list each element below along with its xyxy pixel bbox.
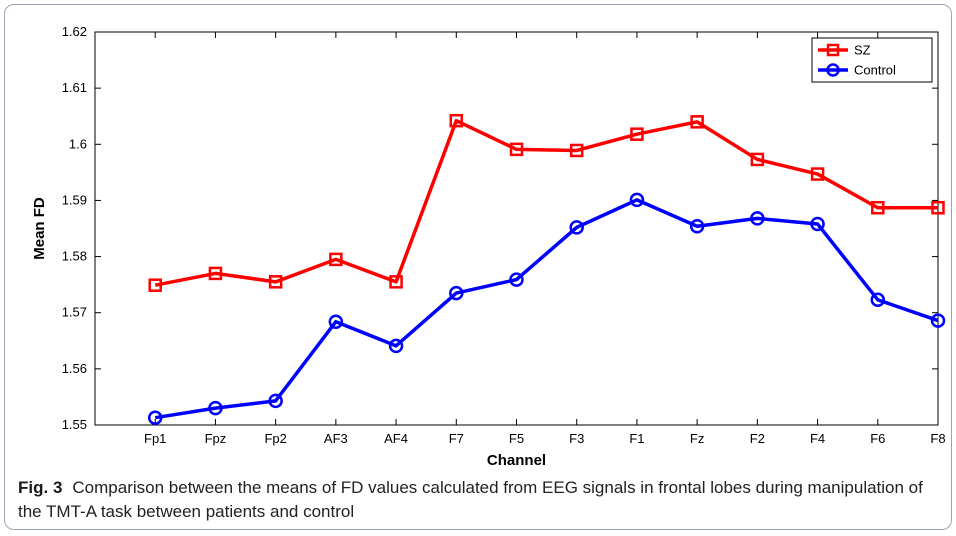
data-point-sz <box>208 266 223 281</box>
x-tick-label: Fpz <box>205 431 227 446</box>
y-tick-label: 1.6 <box>69 136 87 151</box>
y-axis-title: Mean FD <box>31 197 48 260</box>
data-point-control <box>328 314 344 329</box>
line-chart: 1.55 1.56 1.57 1.58 1.59 1.6 1.61 1.62 Fp1 Fpz Fp2… <box>31 24 946 469</box>
x-tick-label: AF4 <box>384 431 408 446</box>
data-point-sz <box>268 275 283 289</box>
data-point-sz <box>509 142 524 157</box>
x-tick-label: Fp1 <box>144 431 166 446</box>
data-point-control <box>750 211 765 226</box>
figure-caption: Fig. 3 Comparison between the means of FD… <box>18 476 938 524</box>
data-point-control <box>268 393 283 409</box>
series-line-sz <box>154 118 938 287</box>
data-point-sz <box>931 200 945 215</box>
x-tick-label: F8 <box>930 431 945 446</box>
x-axis-title: Channel <box>487 452 546 469</box>
legend-label: Control <box>854 63 896 78</box>
data-point-sz <box>569 143 584 158</box>
data-point-control <box>509 272 524 287</box>
x-tick-label: F2 <box>750 431 765 446</box>
data-point-sz <box>871 200 885 215</box>
series-control <box>147 192 946 425</box>
data-point-control <box>569 220 584 235</box>
data-point-control <box>689 219 705 234</box>
data-point-sz <box>449 113 464 128</box>
x-tick-label: F7 <box>449 431 464 446</box>
series-line-control <box>154 198 939 420</box>
data-point-sz <box>329 252 343 267</box>
y-tick-label: 1.58 <box>62 249 87 264</box>
legend-swatch-marker <box>826 63 840 77</box>
data-point-sz <box>810 167 825 181</box>
y-tick-label: 1.61 <box>62 80 87 95</box>
data-point-control <box>449 285 464 301</box>
data-point-control <box>810 216 825 232</box>
data-point-control <box>870 292 886 308</box>
data-point-control <box>147 410 163 425</box>
y-tick-label: 1.59 <box>62 192 87 207</box>
legend-label: SZ <box>854 43 871 58</box>
y-tick-label: 1.56 <box>62 361 87 376</box>
caption-text: Comparison between the means of FD value… <box>18 478 923 521</box>
data-point-sz <box>750 152 765 167</box>
x-tick-label: Fz <box>690 431 704 446</box>
legend: SZ Control <box>811 37 933 83</box>
series-sz <box>148 113 945 292</box>
caption-label: Fig. 3 <box>18 478 63 497</box>
figure-frame <box>4 4 952 530</box>
data-point-sz <box>148 278 162 292</box>
x-tick-label: F6 <box>870 431 885 446</box>
x-tick-label: F4 <box>810 431 825 446</box>
y-tick-label: 1.57 <box>62 305 87 320</box>
x-tick-label: F3 <box>569 431 584 446</box>
data-point-sz <box>690 115 704 129</box>
legend-swatch-marker <box>826 43 840 57</box>
data-point-sz <box>630 127 644 141</box>
data-point-control <box>388 338 404 354</box>
y-tick-label: 1.55 <box>62 417 87 432</box>
data-point-sz <box>389 275 403 289</box>
data-point-control <box>208 400 223 416</box>
x-tick-label: F5 <box>509 431 524 446</box>
y-tick-label: 1.62 <box>62 24 87 39</box>
x-tick-label: Fp2 <box>264 431 286 446</box>
data-point-control <box>930 313 946 328</box>
data-point-control <box>629 192 645 208</box>
x-tick-label: F1 <box>629 431 644 446</box>
x-tick-label: AF3 <box>324 431 348 446</box>
plot-area <box>94 31 939 426</box>
